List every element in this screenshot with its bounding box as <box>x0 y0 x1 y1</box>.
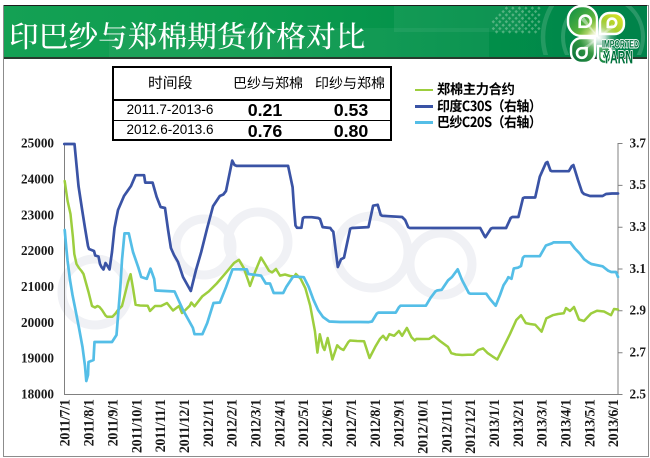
svg-text:2012/10/1: 2012/10/1 <box>415 399 431 454</box>
svg-text:3.3: 3.3 <box>630 219 647 234</box>
svg-text:18000: 18000 <box>21 386 54 401</box>
svg-text:2011/9/1: 2011/9/1 <box>105 399 121 446</box>
svg-text:2011/11/1: 2011/11/1 <box>153 399 169 452</box>
svg-text:3.5: 3.5 <box>630 177 647 192</box>
svg-text:2013/2/1: 2013/2/1 <box>511 399 527 447</box>
svg-text:2012/8/1: 2012/8/1 <box>368 399 384 447</box>
svg-text:2.5: 2.5 <box>630 386 647 401</box>
svg-text:2012/9/1: 2012/9/1 <box>392 399 408 447</box>
svg-text:2012/1/1: 2012/1/1 <box>201 399 217 447</box>
svg-text:2013/4/1: 2013/4/1 <box>559 399 575 447</box>
svg-text:2.9: 2.9 <box>630 303 647 318</box>
svg-text:2012/7/1: 2012/7/1 <box>344 399 360 447</box>
svg-text:2011/12/1: 2011/12/1 <box>177 399 193 453</box>
svg-text:23000: 23000 <box>21 207 54 222</box>
svg-text:2012/12/1: 2012/12/1 <box>463 399 479 454</box>
svg-text:20000: 20000 <box>21 315 54 330</box>
svg-text:2011/8/1: 2011/8/1 <box>82 399 98 446</box>
svg-text:25000: 25000 <box>21 136 54 151</box>
svg-text:19000: 19000 <box>21 351 54 366</box>
svg-text:22000: 22000 <box>21 243 54 258</box>
svg-text:2011/10/1: 2011/10/1 <box>129 399 145 453</box>
svg-text:2012/6/1: 2012/6/1 <box>320 399 336 447</box>
svg-text:2013/3/1: 2013/3/1 <box>535 399 551 447</box>
svg-text:2012/4/1: 2012/4/1 <box>272 399 288 447</box>
svg-text:3.1: 3.1 <box>630 261 646 276</box>
svg-text:3.7: 3.7 <box>630 135 647 150</box>
svg-text:2012/2/1: 2012/2/1 <box>225 399 241 447</box>
svg-text:24000: 24000 <box>21 172 54 187</box>
svg-text:2012/11/1: 2012/11/1 <box>439 399 455 453</box>
svg-text:2013/5/1: 2013/5/1 <box>582 399 598 447</box>
svg-text:2.7: 2.7 <box>630 345 647 360</box>
svg-text:21000: 21000 <box>21 279 54 294</box>
svg-text:2011/7/1: 2011/7/1 <box>58 399 74 446</box>
svg-text:2012/3/1: 2012/3/1 <box>249 399 265 447</box>
svg-text:2013/1/1: 2013/1/1 <box>487 399 503 447</box>
svg-text:2012/5/1: 2012/5/1 <box>296 399 312 447</box>
svg-text:2013/6/1: 2013/6/1 <box>606 399 622 447</box>
